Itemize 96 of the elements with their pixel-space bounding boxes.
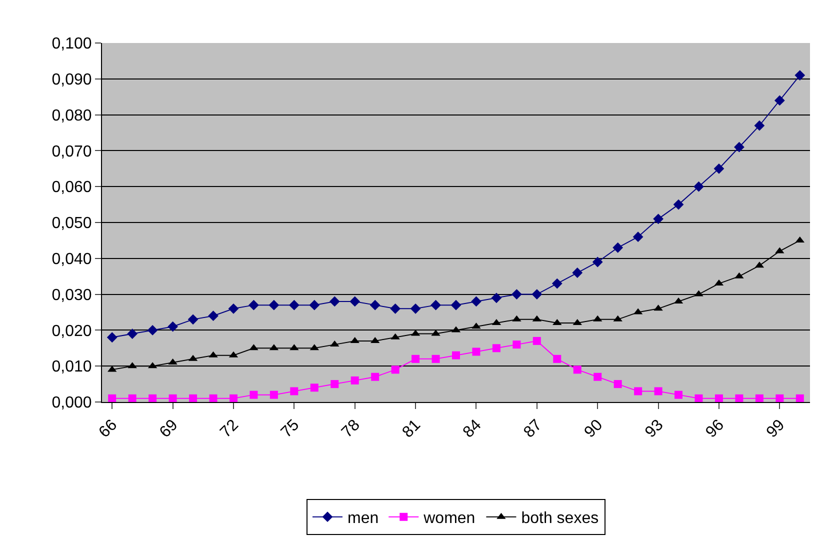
point xyxy=(108,394,116,402)
point xyxy=(532,289,542,300)
point xyxy=(653,214,664,224)
point xyxy=(612,242,624,253)
x-tick-label: 81 xyxy=(399,416,424,442)
y-tick-label: 0,030 xyxy=(52,286,92,304)
point xyxy=(592,256,603,268)
point xyxy=(694,181,704,192)
x-tick-label: 72 xyxy=(217,416,242,442)
y-tick-label: 0,000 xyxy=(52,394,92,412)
x-tick-label: 99 xyxy=(764,416,788,442)
point xyxy=(148,394,157,402)
point xyxy=(410,303,421,314)
x-tick-label: 78 xyxy=(338,416,364,442)
legend-label: women xyxy=(422,510,476,528)
point xyxy=(450,300,462,310)
point xyxy=(248,300,259,310)
point xyxy=(329,296,340,307)
point xyxy=(430,300,441,310)
y-tick-label: 0,070 xyxy=(52,143,92,160)
point xyxy=(472,348,480,356)
point xyxy=(208,310,218,322)
point xyxy=(774,95,785,106)
point xyxy=(228,303,239,314)
point xyxy=(188,314,198,325)
point xyxy=(268,300,280,310)
point xyxy=(755,394,764,402)
point xyxy=(168,394,177,402)
point xyxy=(309,300,320,310)
point xyxy=(412,354,420,363)
point xyxy=(491,292,502,304)
point xyxy=(674,390,683,399)
point xyxy=(452,351,460,360)
point xyxy=(209,394,218,402)
point xyxy=(714,163,724,174)
point xyxy=(796,394,804,402)
point xyxy=(432,354,440,363)
point xyxy=(229,394,238,402)
y-tick-label: 0,040 xyxy=(52,251,92,268)
point xyxy=(330,380,339,388)
point xyxy=(754,120,765,131)
x-tick-label: 93 xyxy=(642,416,667,442)
legend-label: men xyxy=(348,510,379,528)
point xyxy=(189,394,198,402)
x-tick-label: 87 xyxy=(520,416,546,442)
point xyxy=(794,70,806,81)
point xyxy=(511,289,522,300)
x-tick-label: 69 xyxy=(156,416,182,442)
y-tick-label: 0,090 xyxy=(52,72,92,88)
legend-label: both sexes xyxy=(521,510,599,528)
point xyxy=(310,384,318,392)
point xyxy=(390,303,401,314)
x-tick-label: 96 xyxy=(702,416,728,442)
point xyxy=(714,394,723,402)
point xyxy=(168,321,178,332)
point xyxy=(614,380,622,388)
x-tick-label: 75 xyxy=(278,416,303,442)
point xyxy=(634,387,642,396)
point xyxy=(350,376,359,384)
y-tick-label: 0,100 xyxy=(52,36,92,53)
y-tick-label: 0,050 xyxy=(52,215,92,232)
point xyxy=(532,336,541,345)
y-tick-label: 0,060 xyxy=(52,179,92,196)
x-tick-label: 90 xyxy=(581,416,606,442)
point xyxy=(632,232,644,242)
point xyxy=(673,199,684,210)
point xyxy=(573,366,582,374)
point xyxy=(127,328,138,339)
point xyxy=(594,372,602,381)
point xyxy=(270,390,278,399)
point xyxy=(106,332,118,343)
point xyxy=(128,394,136,402)
x-tick-label: 84 xyxy=(460,416,485,442)
point xyxy=(290,387,298,396)
point xyxy=(370,300,380,310)
point xyxy=(471,296,482,307)
point xyxy=(288,300,300,310)
y-tick-label: 0,080 xyxy=(52,107,92,124)
point xyxy=(553,354,562,363)
point xyxy=(512,340,521,349)
point xyxy=(250,390,258,399)
point xyxy=(552,278,562,289)
y-tick-label: 0,010 xyxy=(52,358,92,376)
point xyxy=(734,142,744,152)
x-tick-label: 66 xyxy=(96,416,121,442)
point xyxy=(735,394,744,402)
point xyxy=(694,394,703,402)
point xyxy=(391,366,400,374)
point xyxy=(492,344,500,352)
point xyxy=(350,296,360,307)
point xyxy=(572,268,583,278)
y-tick-label: 0,020 xyxy=(52,322,92,340)
point xyxy=(654,387,662,396)
point xyxy=(147,325,158,336)
point xyxy=(371,372,380,381)
point xyxy=(776,394,784,402)
